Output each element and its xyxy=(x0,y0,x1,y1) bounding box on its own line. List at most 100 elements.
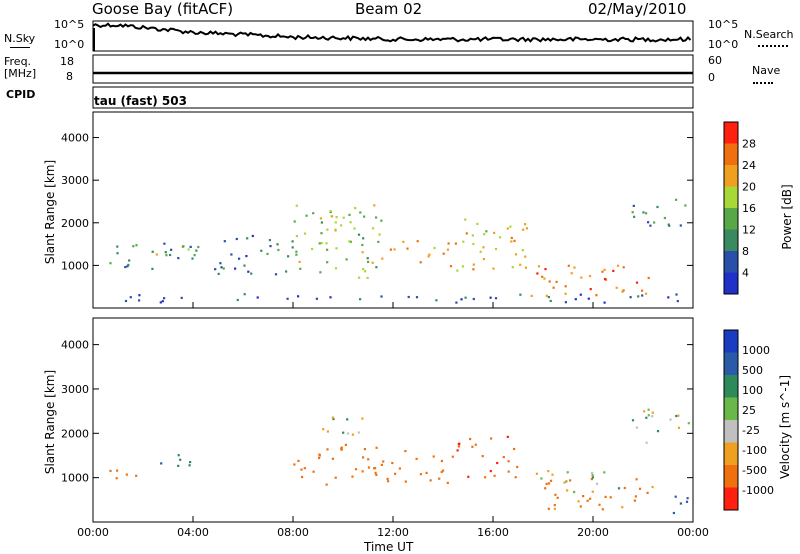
data-cell xyxy=(299,267,302,270)
data-cell xyxy=(591,474,594,477)
data-cell xyxy=(553,507,556,510)
range-tick-label: 1000 xyxy=(61,259,89,272)
data-cell xyxy=(193,254,196,257)
data-cell xyxy=(476,222,479,225)
data-cell xyxy=(329,210,332,213)
data-cell xyxy=(603,268,606,271)
data-cell xyxy=(467,475,470,478)
data-cell xyxy=(245,255,248,258)
data-cell xyxy=(286,297,289,300)
data-cell xyxy=(563,481,566,484)
data-cell xyxy=(651,485,654,489)
data-cell xyxy=(643,410,646,413)
station-title: Goose Bay (fitACF) xyxy=(92,0,234,18)
data-cell xyxy=(481,455,484,458)
data-cell xyxy=(595,294,598,297)
data-cell xyxy=(415,457,418,460)
power-colorbar-label: Power [dB] xyxy=(780,184,794,250)
data-cell xyxy=(579,505,582,508)
data-cell xyxy=(344,443,347,446)
data-cell xyxy=(506,435,509,438)
data-cell xyxy=(548,280,551,283)
data-cell xyxy=(334,221,337,224)
data-cell xyxy=(464,218,467,221)
data-cell xyxy=(634,495,637,498)
data-cell xyxy=(457,445,460,448)
data-cell xyxy=(116,469,119,472)
data-cell xyxy=(303,232,307,235)
data-cell xyxy=(361,251,364,254)
data-cell xyxy=(509,225,512,228)
data-cell xyxy=(305,214,308,217)
data-cell xyxy=(366,257,369,260)
data-cell xyxy=(621,506,624,509)
data-cell xyxy=(674,495,677,498)
data-cell xyxy=(676,300,679,303)
data-cell xyxy=(318,242,321,245)
range-tick-label: 1000 xyxy=(61,472,89,485)
data-cell xyxy=(547,482,551,485)
data-cell xyxy=(612,269,615,272)
data-cell xyxy=(456,269,459,272)
nsearch-tick-high: 10^5 xyxy=(708,18,739,31)
velocity-panel-frame xyxy=(92,317,694,523)
data-cell xyxy=(516,465,519,469)
colorbar-segment xyxy=(724,442,738,465)
colorbar-tick-label: 100 xyxy=(742,384,763,397)
data-cell xyxy=(129,296,132,299)
colorbar-tick-label: -1000 xyxy=(742,484,774,497)
data-cell xyxy=(361,470,364,473)
colorbar-tick-label: 8 xyxy=(742,245,749,258)
data-cell xyxy=(635,281,639,284)
data-cell xyxy=(455,301,458,304)
data-cell xyxy=(631,419,635,422)
data-cell xyxy=(622,266,625,269)
data-cell xyxy=(460,298,463,301)
data-cell xyxy=(332,418,335,421)
data-cell xyxy=(687,422,690,425)
data-cell xyxy=(295,235,298,238)
data-cell xyxy=(138,299,141,302)
data-cell xyxy=(164,251,167,254)
data-cell xyxy=(295,253,298,256)
data-cell xyxy=(362,456,365,459)
data-cell xyxy=(616,264,620,267)
data-cell xyxy=(358,276,361,279)
data-cell xyxy=(389,248,392,251)
data-cell xyxy=(295,204,298,207)
data-cell xyxy=(589,288,592,291)
data-cell xyxy=(641,294,644,297)
data-cell xyxy=(621,290,624,293)
nsky-tick-high: 10^5 xyxy=(54,18,85,31)
data-cell xyxy=(191,257,194,260)
data-cell xyxy=(567,264,570,267)
data-cell xyxy=(223,240,226,243)
data-cell xyxy=(675,414,678,418)
data-cell xyxy=(544,268,547,271)
data-cell xyxy=(318,454,321,457)
data-cell xyxy=(458,442,461,445)
data-cell xyxy=(566,471,569,474)
data-cell xyxy=(387,480,390,483)
data-cell xyxy=(367,466,371,469)
data-cell xyxy=(155,253,158,256)
nsky-underline xyxy=(10,47,30,48)
data-cell xyxy=(603,277,607,281)
nave-dots xyxy=(753,82,773,84)
data-cell xyxy=(188,464,191,467)
data-cell xyxy=(170,248,173,251)
data-cell xyxy=(363,448,366,451)
time-tick-label: 00:00 xyxy=(677,526,709,539)
data-cell xyxy=(266,252,269,255)
data-cell xyxy=(641,289,644,292)
range-tick-label: 4000 xyxy=(61,339,89,352)
data-cell xyxy=(545,294,548,297)
data-cell xyxy=(151,250,154,253)
data-cell xyxy=(521,249,524,252)
data-cell xyxy=(456,449,459,452)
time-tick-label: 16:00 xyxy=(477,526,509,539)
data-cell xyxy=(685,500,689,503)
data-cell xyxy=(649,224,652,227)
data-cell xyxy=(489,296,492,299)
data-cell xyxy=(311,247,314,251)
